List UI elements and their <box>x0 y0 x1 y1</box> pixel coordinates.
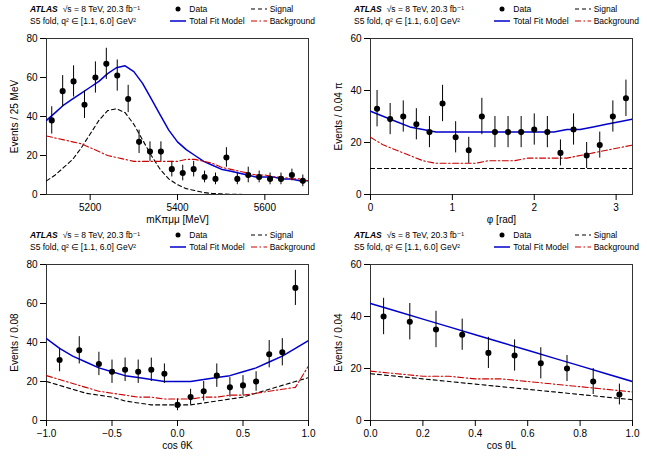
svg-text:0.4: 0.4 <box>468 428 482 439</box>
html-text:S5 fold, q² ∈ [1.1, 6.0] GeV²: S5 fold, q² ∈ [1.1, 6.0] GeV² <box>354 16 461 26</box>
svg-text:mKπμμ [MeV]: mKπμμ [MeV] <box>146 214 209 225</box>
html-text:ATLAS: ATLAS <box>354 4 382 14</box>
svg-text:Events / 25 MeV: Events / 25 MeV <box>9 79 20 153</box>
html-text:√s = 8 TeV, 20.3 fb⁻¹: √s = 8 TeV, 20.3 fb⁻¹ <box>62 4 141 14</box>
svg-text:0.8: 0.8 <box>573 428 587 439</box>
svg-text:0.6: 0.6 <box>521 428 535 439</box>
html-text:Total Fit Model: Total Fit Model <box>189 242 245 252</box>
html-text:ATLAS: ATLAS <box>30 230 58 240</box>
html-text:√s = 8 TeV, 20.3 fb⁻¹: √s = 8 TeV, 20.3 fb⁻¹ <box>386 4 465 14</box>
svg-text:20: 20 <box>350 363 362 374</box>
svg-text:cos θL: cos θL <box>487 440 517 451</box>
svg-text:40: 40 <box>350 85 362 96</box>
html-text:Data: Data <box>189 230 208 240</box>
svg-text:0: 0 <box>32 415 38 426</box>
html-text:Background: Background <box>593 242 639 252</box>
svg-text:1.0: 1.0 <box>626 428 640 439</box>
html-text:Background: Background <box>269 16 315 26</box>
svg-text:20: 20 <box>26 376 38 387</box>
svg-text:40: 40 <box>26 337 38 348</box>
html-text:√s = 8 TeV, 20.3 fb⁻¹: √s = 8 TeV, 20.3 fb⁻¹ <box>62 230 141 240</box>
svg-text:60: 60 <box>350 259 362 270</box>
html-text:ATLAS: ATLAS <box>30 4 58 14</box>
svg-text:60: 60 <box>26 72 38 83</box>
svg-text:Events / 0.04 π: Events / 0.04 π <box>333 82 344 150</box>
html-text:Signal: Signal <box>269 4 294 14</box>
html-text:Background: Background <box>269 242 315 252</box>
html-text:Background: Background <box>593 16 639 26</box>
html-text:Total Fit Model: Total Fit Model <box>513 242 569 252</box>
svg-text:1.0: 1.0 <box>302 428 316 439</box>
html-text:Total Fit Model: Total Fit Model <box>513 16 569 26</box>
html-text:S5 fold, q² ∈ [1.1, 6.0] GeV²: S5 fold, q² ∈ [1.1, 6.0] GeV² <box>30 242 137 252</box>
html-text:√s = 8 TeV, 20.3 fb⁻¹: √s = 8 TeV, 20.3 fb⁻¹ <box>386 230 465 240</box>
svg-text:5200: 5200 <box>79 202 102 213</box>
svg-text:5400: 5400 <box>166 202 189 213</box>
svg-text:5600: 5600 <box>254 202 277 213</box>
html-text:Data: Data <box>513 4 532 14</box>
svg-text:80: 80 <box>26 33 38 44</box>
svg-text:60: 60 <box>26 298 38 309</box>
svg-text:2: 2 <box>531 202 537 213</box>
html-text:ATLAS: ATLAS <box>354 230 382 240</box>
svg-text:φ [rad]: φ [rad] <box>487 214 516 225</box>
html-text:Data: Data <box>513 230 532 240</box>
svg-text:20: 20 <box>350 137 362 148</box>
svg-text:40: 40 <box>26 111 38 122</box>
svg-text:0: 0 <box>32 189 38 200</box>
svg-text:3: 3 <box>613 202 619 213</box>
svg-text:0.0: 0.0 <box>364 428 378 439</box>
svg-text:0.0: 0.0 <box>171 428 185 439</box>
svg-text:0.2: 0.2 <box>416 428 430 439</box>
html-text:S5 fold, q² ∈ [1.1, 6.0] GeV²: S5 fold, q² ∈ [1.1, 6.0] GeV² <box>354 242 461 252</box>
svg-text:cos θK: cos θK <box>162 440 193 451</box>
svg-text:20: 20 <box>26 150 38 161</box>
svg-text:0: 0 <box>356 189 362 200</box>
svg-text:Events / 0.08: Events / 0.08 <box>9 313 20 372</box>
svg-text:0: 0 <box>356 415 362 426</box>
svg-text:1: 1 <box>450 202 456 213</box>
html-text:Signal: Signal <box>593 4 618 14</box>
svg-text:Events / 0.04: Events / 0.04 <box>333 313 344 372</box>
svg-text:40: 40 <box>350 311 362 322</box>
html-text:Signal: Signal <box>269 230 294 240</box>
svg-text:−1.0: −1.0 <box>37 428 57 439</box>
svg-text:0: 0 <box>368 202 374 213</box>
html-text:Total Fit Model: Total Fit Model <box>189 16 245 26</box>
svg-text:60: 60 <box>350 33 362 44</box>
html-text:Data: Data <box>189 4 208 14</box>
html-text:Signal: Signal <box>593 230 618 240</box>
html-text:S5 fold, q² ∈ [1.1, 6.0] GeV²: S5 fold, q² ∈ [1.1, 6.0] GeV² <box>30 16 137 26</box>
svg-text:80: 80 <box>26 259 38 270</box>
svg-text:−0.5: −0.5 <box>102 428 122 439</box>
svg-text:0.5: 0.5 <box>236 428 250 439</box>
